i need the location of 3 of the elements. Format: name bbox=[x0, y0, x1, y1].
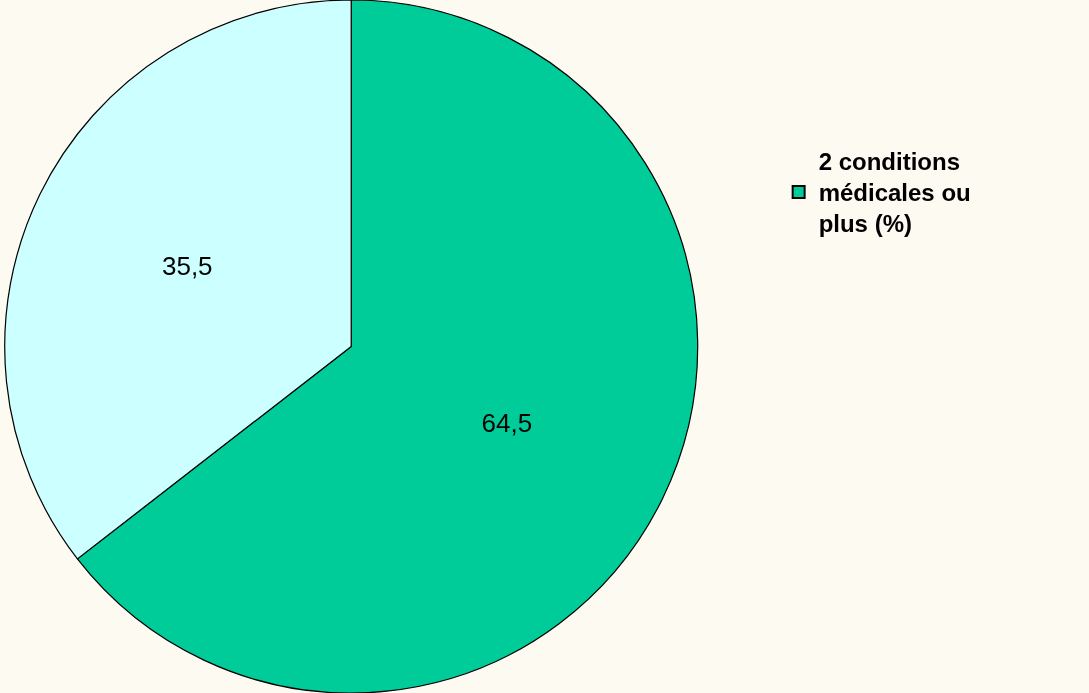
data-label: 35,5 bbox=[161, 251, 213, 282]
legend-label: 2 conditions médicales ou plus (%) bbox=[818, 148, 971, 238]
data-label: 64,5 bbox=[481, 407, 533, 438]
